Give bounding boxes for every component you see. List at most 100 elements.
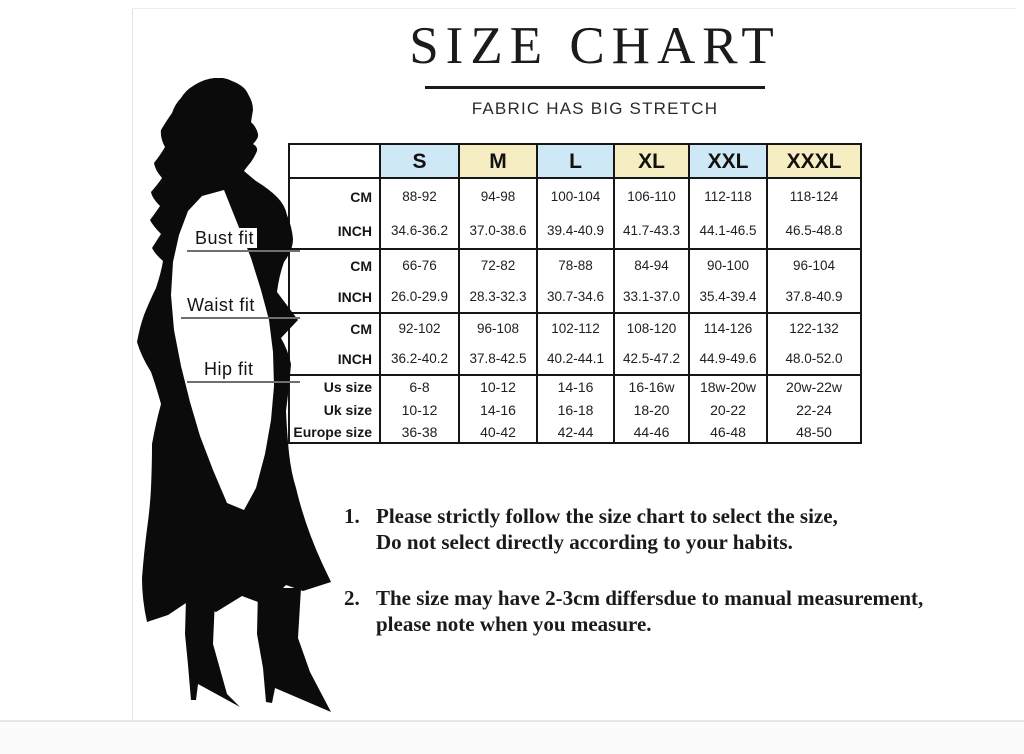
cell: 46-48 <box>688 421 767 443</box>
row-label: Uk size <box>288 398 380 421</box>
cell: 14-16 <box>536 375 614 398</box>
cell: 88-92 <box>379 178 459 214</box>
page-title: SIZE CHART <box>409 17 781 75</box>
cell: 16-16w <box>613 375 689 398</box>
row-label: CM <box>288 313 380 344</box>
note-text: Please strictly follow the size chart to… <box>376 503 944 555</box>
cell: 37.8-42.5 <box>458 344 537 376</box>
measure-label-bust: Bust fit <box>192 228 258 248</box>
cell: 6-8 <box>379 375 459 398</box>
cell: 20-22 <box>688 398 767 421</box>
cell: 20w-22w <box>766 375 861 398</box>
row-label: CM <box>288 249 380 281</box>
table-row-uk-size: Uk size 10-12 14-16 16-18 18-20 20-22 22… <box>288 398 861 421</box>
cell: 44.9-49.6 <box>688 344 767 376</box>
cell: 78-88 <box>536 249 614 281</box>
cell: 39.4-40.9 <box>536 214 614 250</box>
cell: 66-76 <box>379 249 459 281</box>
woman-silhouette <box>137 78 331 712</box>
cell: 46.5-48.8 <box>766 214 861 250</box>
cell: 106-110 <box>613 178 689 214</box>
right-leg-heel <box>257 588 331 712</box>
row-label: Us size <box>288 375 380 398</box>
cell: 16-18 <box>536 398 614 421</box>
frame-line-left <box>132 8 133 720</box>
cell: 42.5-47.2 <box>613 344 689 376</box>
size-col-header-l: L <box>536 144 614 179</box>
measure-line-hip <box>187 381 300 383</box>
cell: 26.0-29.9 <box>379 281 459 314</box>
size-col-header-xl: XL <box>613 144 689 179</box>
cell: 30.7-34.6 <box>536 281 614 314</box>
table-row-hip-cm: CM 92-102 96-108 102-112 108-120 114-126… <box>288 313 861 344</box>
frame-line-top <box>132 8 1016 9</box>
size-col-header-xxxl: XXXL <box>766 144 861 179</box>
cell: 96-108 <box>458 313 537 344</box>
note-item-2: 2. The size may have 2-3cm differsdue to… <box>344 585 944 637</box>
cell: 37.0-38.6 <box>458 214 537 250</box>
note-line: Please strictly follow the size chart to… <box>376 504 838 528</box>
cell: 18w-20w <box>688 375 767 398</box>
cell: 48.0-52.0 <box>766 344 861 376</box>
cell: 14-16 <box>458 398 537 421</box>
size-col-header-xxl: XXL <box>688 144 767 179</box>
size-col-header-s: S <box>379 144 459 179</box>
frame-line-bottom <box>0 720 1024 722</box>
table-row-waist-cm: CM 66-76 72-82 78-88 84-94 90-100 96-104 <box>288 249 861 281</box>
cell: 10-12 <box>379 398 459 421</box>
cell: 114-126 <box>688 313 767 344</box>
frame-margin <box>0 722 1024 754</box>
row-label: Europe size <box>288 421 380 443</box>
note-number: 2. <box>344 586 360 610</box>
note-line: please note when you measure. <box>376 612 652 636</box>
cell: 36.2-40.2 <box>379 344 459 376</box>
cell: 41.7-43.3 <box>613 214 689 250</box>
note-item-1: 1. Please strictly follow the size chart… <box>344 503 944 555</box>
size-table: S M L XL XXL XXXL CM 88-92 94-98 100-104… <box>288 143 862 444</box>
cell: 102-112 <box>536 313 614 344</box>
size-col-header-m: M <box>458 144 537 179</box>
row-label: INCH <box>288 344 380 376</box>
cell: 92-102 <box>379 313 459 344</box>
measure-line-waist <box>181 317 300 319</box>
cell: 42-44 <box>536 421 614 443</box>
table-row-bust-cm: CM 88-92 94-98 100-104 106-110 112-118 1… <box>288 178 861 214</box>
note-number: 1. <box>344 504 360 528</box>
cell: 37.8-40.9 <box>766 281 861 314</box>
size-header-row: S M L XL XXL XXXL <box>288 144 861 179</box>
table-row-waist-inch: INCH 26.0-29.9 28.3-32.3 30.7-34.6 33.1-… <box>288 281 861 314</box>
note-text: The size may have 2-3cm differsdue to ma… <box>376 585 944 637</box>
cell: 108-120 <box>613 313 689 344</box>
subtitle: FABRIC HAS BIG STRETCH <box>471 99 719 118</box>
cell: 40-42 <box>458 421 537 443</box>
cell: 112-118 <box>688 178 767 214</box>
measure-line-bust <box>187 250 300 252</box>
cell: 122-132 <box>766 313 861 344</box>
cell: 22-24 <box>766 398 861 421</box>
cell: 35.4-39.4 <box>688 281 767 314</box>
cell: 84-94 <box>613 249 689 281</box>
cell: 90-100 <box>688 249 767 281</box>
cell: 33.1-37.0 <box>613 281 689 314</box>
note-line: The size may have 2-3cm differsdue to ma… <box>376 586 924 610</box>
cell: 48-50 <box>766 421 861 443</box>
cell: 44.1-46.5 <box>688 214 767 250</box>
cell: 18-20 <box>613 398 689 421</box>
cell: 72-82 <box>458 249 537 281</box>
note-line: Do not select directly according to your… <box>376 530 793 554</box>
table-row-hip-inch: INCH 36.2-40.2 37.8-42.5 40.2-44.1 42.5-… <box>288 344 861 376</box>
cell: 94-98 <box>458 178 537 214</box>
cell: 10-12 <box>458 375 537 398</box>
row-label: INCH <box>288 281 380 314</box>
measure-label-waist: Waist fit <box>184 295 258 315</box>
title-underline <box>425 86 765 89</box>
cell: 118-124 <box>766 178 861 214</box>
cell: 40.2-44.1 <box>536 344 614 376</box>
notes-section: 1. Please strictly follow the size chart… <box>344 503 944 667</box>
cell: 34.6-36.2 <box>379 214 459 250</box>
cell: 96-104 <box>766 249 861 281</box>
cell: 44-46 <box>613 421 689 443</box>
corner-cell <box>288 144 380 179</box>
row-label: CM <box>288 178 380 214</box>
